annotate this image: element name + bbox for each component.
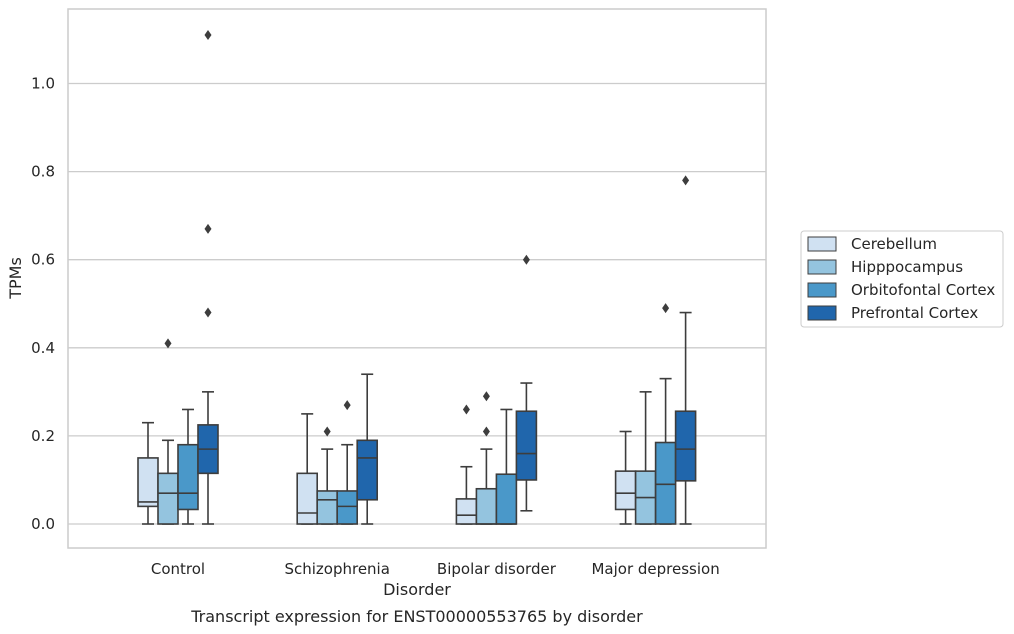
box <box>197 30 219 525</box>
legend: Cerebellum Hipppocampus Orbitofontal Corte… <box>800 230 1004 328</box>
box-body <box>316 490 339 525</box>
box-body <box>177 443 199 511</box>
outlier-point <box>522 254 530 265</box>
box-body <box>356 439 379 501</box>
box <box>654 303 677 525</box>
box-body <box>614 470 637 511</box>
box <box>634 391 657 525</box>
legend-label: Hipppocampus <box>851 258 963 276</box>
legend-item: Prefrontal Cortex <box>807 304 978 322</box>
x-tick-label: Major depression <box>591 560 719 578</box>
x-axis-label: Disorder <box>383 580 451 599</box>
legend-label: Orbitofontal Cortex <box>851 281 995 299</box>
legend-item: Cerebellum <box>807 235 937 253</box>
box <box>336 400 359 525</box>
box-body <box>475 487 498 525</box>
box-body <box>137 457 159 508</box>
outlier-point <box>204 223 212 234</box>
legend-label: Prefrontal Cortex <box>851 304 978 322</box>
box-body <box>336 490 359 525</box>
box-body <box>495 473 518 525</box>
box-body <box>157 472 179 525</box>
y-tick-label: 0.0 <box>31 515 55 533</box>
y-axis: 0.0 0.2 0.4 0.6 0.8 1.0 <box>31 75 55 534</box>
y-tick-label: 1.0 <box>31 75 55 93</box>
legend-label: Cerebellum <box>851 235 937 253</box>
y-tick-label: 0.6 <box>31 251 55 269</box>
y-axis-label: TPMs <box>6 257 25 300</box>
boxes <box>137 30 697 525</box>
legend-swatch <box>807 305 837 321</box>
outlier-point <box>662 303 670 314</box>
box <box>515 254 538 512</box>
outlier-point <box>204 30 212 41</box>
box-body <box>296 472 319 525</box>
x-axis: Control Schizophrenia Bipolar disorder Majo… <box>151 560 720 578</box>
box <box>137 421 159 525</box>
outlier-point <box>682 175 690 186</box>
outlier-point <box>204 307 212 318</box>
x-tick-label: Bipolar disorder <box>437 560 557 578</box>
box <box>674 175 697 525</box>
box <box>495 408 518 525</box>
box <box>356 373 379 525</box>
y-tick-label: 0.2 <box>31 427 55 445</box>
legend-swatch <box>807 282 837 298</box>
legend-item: Hipppocampus <box>807 258 963 276</box>
legend-item: Orbitofontal Cortex <box>807 281 995 299</box>
y-tick-label: 0.8 <box>31 163 55 181</box>
plot-frame <box>67 8 767 549</box>
legend-items: Cerebellum Hipppocampus Orbitofontal Corte… <box>807 235 995 322</box>
box <box>455 404 478 525</box>
legend-swatch <box>807 236 837 252</box>
outlier-point <box>164 338 172 349</box>
box-body <box>654 441 677 525</box>
box-body <box>515 410 538 481</box>
box-body <box>455 498 478 525</box>
outlier-point <box>462 404 470 415</box>
box-body <box>674 410 697 482</box>
x-tick-label: Schizophrenia <box>284 560 389 578</box>
outlier-point <box>482 426 490 437</box>
outlier-point <box>482 391 490 402</box>
outlier-point <box>343 400 351 411</box>
legend-swatch <box>807 259 837 275</box>
outlier-point <box>323 426 331 437</box>
box <box>177 408 199 525</box>
box <box>296 413 319 525</box>
box <box>316 426 339 525</box>
legend-frame <box>800 230 1004 328</box>
y-tick-label: 0.4 <box>31 339 55 357</box>
figure-caption: Transcript expression for ENST0000055376… <box>190 607 643 626</box>
x-tick-label: Control <box>151 560 205 578</box>
